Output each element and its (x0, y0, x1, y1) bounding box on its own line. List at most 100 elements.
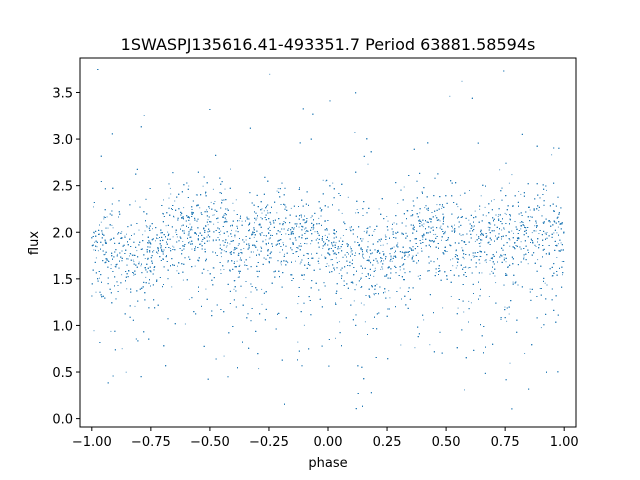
data-point (368, 274, 369, 276)
data-point (538, 233, 540, 234)
data-point (100, 221, 102, 223)
data-point (498, 214, 499, 216)
data-point (110, 264, 112, 266)
data-point (367, 163, 369, 165)
data-point (561, 261, 563, 262)
data-point (168, 197, 170, 199)
data-point (299, 263, 301, 265)
data-point (129, 255, 130, 257)
data-point (399, 287, 401, 289)
data-point (221, 200, 223, 201)
data-point (234, 236, 236, 238)
data-point (378, 249, 379, 251)
data-point (511, 174, 513, 176)
data-point (93, 206, 94, 208)
data-point (350, 246, 351, 248)
data-point (389, 297, 391, 299)
data-point (399, 269, 401, 271)
data-point (175, 231, 177, 233)
data-point (173, 246, 175, 248)
data-point (253, 251, 254, 253)
data-point (276, 212, 278, 214)
data-point (511, 230, 513, 232)
data-point (171, 286, 173, 288)
data-point (382, 268, 384, 270)
data-point (546, 189, 547, 191)
data-point (487, 226, 489, 228)
data-point (360, 278, 361, 280)
data-point (212, 214, 214, 216)
data-point (238, 220, 240, 222)
data-point (338, 261, 340, 262)
data-point (145, 225, 147, 227)
data-point (269, 73, 271, 75)
data-point (220, 230, 222, 232)
data-point (241, 220, 243, 222)
data-point (470, 302, 472, 304)
data-point (207, 270, 209, 272)
data-point (191, 229, 193, 231)
data-point (298, 226, 300, 228)
data-point (245, 297, 247, 299)
data-point (152, 228, 153, 230)
data-point (397, 203, 399, 204)
data-point (293, 227, 295, 229)
data-point (429, 344, 431, 346)
data-point (93, 330, 95, 332)
data-point (134, 305, 136, 307)
data-point (516, 237, 518, 239)
data-point (290, 207, 292, 209)
data-point (461, 80, 463, 82)
data-point (305, 231, 307, 233)
data-point (401, 264, 403, 266)
data-point (421, 221, 422, 223)
data-point (464, 389, 465, 391)
data-point (356, 209, 358, 210)
data-point (233, 210, 235, 212)
data-point (300, 243, 302, 244)
data-point (335, 242, 337, 244)
data-point (210, 201, 212, 203)
data-point (386, 216, 388, 217)
data-point (546, 232, 548, 233)
data-point (335, 337, 336, 339)
data-point (278, 239, 280, 241)
data-point (397, 242, 399, 244)
data-point (452, 227, 453, 229)
data-point (172, 245, 174, 247)
data-point (136, 250, 138, 252)
data-point (257, 249, 259, 251)
data-point (355, 212, 357, 214)
data-point (261, 212, 263, 214)
data-point (507, 266, 509, 268)
data-point (230, 168, 231, 170)
data-point (527, 263, 529, 265)
data-point (557, 243, 559, 245)
data-point (316, 237, 318, 239)
data-point (94, 241, 96, 243)
data-point (373, 230, 375, 232)
data-point (519, 222, 521, 224)
data-point (121, 274, 123, 276)
data-point (271, 251, 273, 253)
data-point (520, 193, 522, 195)
data-point (362, 257, 364, 258)
data-point (226, 208, 228, 210)
data-point (239, 259, 241, 261)
data-point (223, 355, 225, 357)
data-point (524, 353, 526, 354)
data-point (297, 341, 299, 343)
data-point (205, 193, 206, 195)
data-point (223, 250, 225, 252)
data-point (268, 238, 270, 240)
data-point (347, 196, 349, 198)
data-point (508, 313, 510, 315)
data-point (277, 188, 279, 190)
data-point (421, 247, 422, 249)
data-point (172, 236, 174, 238)
data-point (509, 362, 511, 364)
data-point (133, 261, 135, 263)
data-point (423, 223, 425, 225)
data-point (450, 259, 451, 261)
data-point (455, 250, 457, 252)
